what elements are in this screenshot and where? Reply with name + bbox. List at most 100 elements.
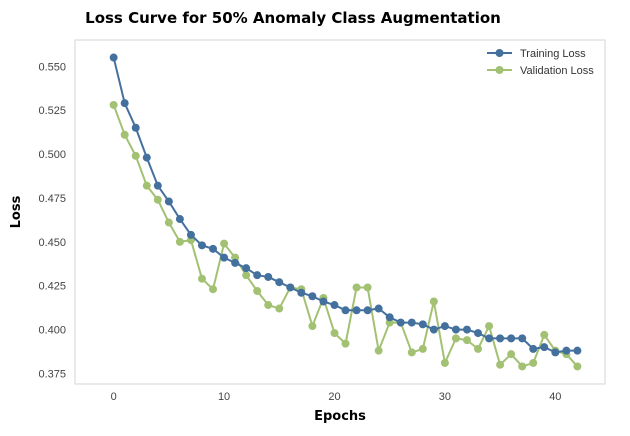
series-validation-loss (109, 100, 582, 371)
x-axis-label: Epochs (314, 409, 366, 424)
data-point (385, 313, 394, 322)
data-point (341, 339, 350, 348)
data-point (418, 320, 427, 329)
data-point (529, 358, 538, 367)
data-point (518, 362, 527, 371)
data-point (451, 334, 460, 343)
plot-area-frame (74, 39, 606, 385)
data-point (540, 343, 549, 352)
data-point (120, 99, 129, 108)
x-tick-label: 40 (549, 391, 561, 403)
chart-title: Loss Curve for 50% Anomaly Class Augment… (85, 9, 501, 27)
data-point (131, 151, 140, 160)
data-point (507, 350, 516, 359)
y-tick-label: 0.450 (38, 237, 66, 249)
data-point (319, 297, 328, 306)
data-point (474, 329, 483, 338)
data-point (363, 283, 372, 292)
data-point (197, 241, 206, 250)
data-point (518, 334, 527, 343)
data-point (164, 218, 173, 227)
data-point (175, 215, 184, 224)
data-point (418, 344, 427, 353)
data-point (264, 301, 273, 310)
data-point (573, 346, 582, 355)
data-point (142, 153, 151, 162)
x-axis-ticks: 0 10 20 30 40 (111, 391, 562, 403)
data-point (308, 322, 317, 331)
data-point (220, 239, 229, 248)
data-point (109, 100, 118, 109)
data-point (120, 130, 129, 139)
data-point (330, 329, 339, 338)
data-point (197, 274, 206, 283)
y-tick-label: 0.400 (38, 325, 66, 337)
data-point (253, 271, 262, 280)
data-point (286, 283, 295, 292)
data-point (264, 272, 273, 281)
data-point (451, 325, 460, 334)
y-tick-label: 0.475 (38, 193, 66, 205)
data-point (242, 264, 251, 273)
legend-training-marker (495, 49, 504, 57)
data-point (474, 344, 483, 353)
data-point (209, 285, 218, 294)
data-point (330, 301, 339, 310)
data-point (507, 334, 516, 343)
data-point (164, 197, 173, 206)
legend-validation-marker (495, 66, 504, 74)
y-axis-label: Loss (9, 195, 24, 228)
legend-validation-label: Validation Loss (520, 65, 594, 77)
y-axis-ticks: 0.375 0.400 0.425 0.450 0.475 0.500 0.525 0.550 (38, 61, 66, 380)
data-point (231, 258, 240, 267)
data-point (175, 237, 184, 246)
data-point (131, 123, 140, 132)
data-point (540, 330, 549, 339)
x-tick-label: 0 (111, 391, 117, 403)
data-point (551, 348, 560, 357)
data-point (220, 253, 229, 262)
legend-training-label: Training Loss (520, 48, 586, 60)
data-point (396, 318, 405, 327)
data-point (440, 358, 449, 367)
data-point (352, 306, 361, 315)
data-point (462, 336, 471, 345)
data-point (496, 334, 505, 343)
x-tick-label: 20 (328, 391, 340, 403)
data-point (407, 318, 416, 327)
y-tick-label: 0.500 (38, 149, 66, 161)
data-point (374, 304, 383, 313)
data-point (374, 346, 383, 355)
data-point (485, 322, 494, 331)
data-point (363, 306, 372, 315)
data-point (485, 334, 494, 343)
data-point (242, 271, 251, 280)
data-point (573, 362, 582, 371)
data-point (275, 278, 284, 287)
data-point (407, 348, 416, 357)
data-point (153, 195, 162, 204)
data-point (153, 181, 162, 190)
y-tick-label: 0.525 (38, 105, 66, 117)
data-point (253, 286, 262, 295)
y-tick-label: 0.375 (38, 368, 66, 380)
data-point (142, 181, 151, 190)
x-tick-label: 10 (218, 391, 230, 403)
data-point (529, 344, 538, 353)
data-point (562, 346, 571, 355)
series-line (112, 104, 579, 368)
x-tick-label: 30 (439, 391, 451, 403)
y-tick-label: 0.425 (38, 281, 66, 293)
data-point (109, 53, 118, 62)
series-layer (109, 53, 582, 371)
data-point (209, 244, 218, 253)
data-point (352, 283, 361, 292)
data-point (429, 297, 438, 306)
data-point (275, 304, 284, 313)
data-point (440, 322, 449, 331)
data-point (462, 325, 471, 334)
legend: Training Loss Validation Loss (487, 48, 594, 77)
data-point (186, 230, 195, 239)
series-training-loss (109, 53, 582, 357)
